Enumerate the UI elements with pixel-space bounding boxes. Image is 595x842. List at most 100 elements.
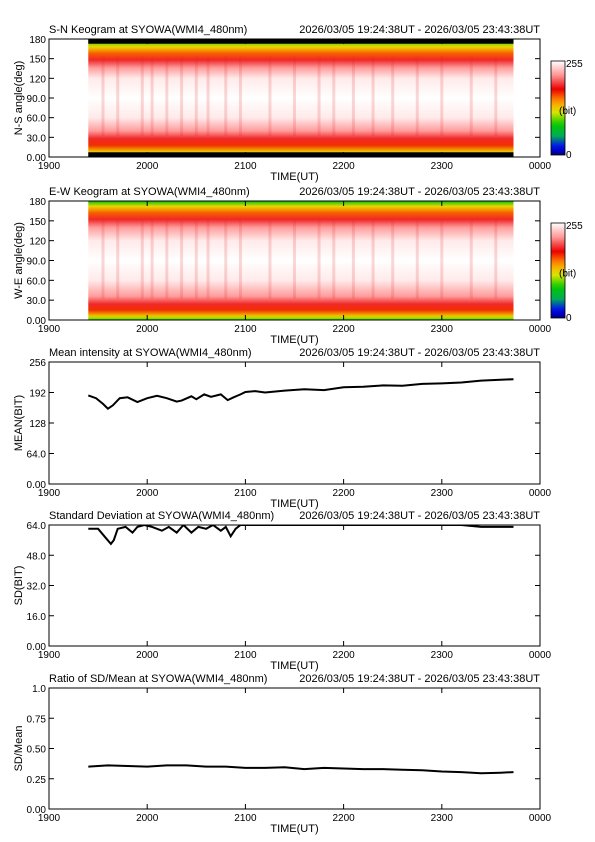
x-tick-label: 1900 xyxy=(38,324,61,335)
panel-title: Mean intensity at SYOWA(WMI4_480nm) xyxy=(49,347,252,359)
panel-2: E-W Keogram at SYOWA(WMI4_480nm) 2026/03/… xyxy=(13,186,583,346)
panel-title: Ratio of SD/Mean at SYOWA(WMI4_480nm) xyxy=(49,673,267,685)
x-axis-label: TIME(UT) xyxy=(270,334,318,346)
y-axis-label: SD(BIT) xyxy=(13,566,25,606)
x-tick-label: 2000 xyxy=(136,161,159,172)
y-tick-label: 60.0 xyxy=(27,114,47,125)
y-axis-label: SD/Mean xyxy=(13,726,25,772)
y-tick-label: 0.00 xyxy=(27,480,47,491)
x-tick-label: 2300 xyxy=(431,161,454,172)
x-tick-label: 0000 xyxy=(529,650,552,661)
panel-5: Ratio of SD/Mean at SYOWA(WMI4_480nm) 202… xyxy=(13,673,552,835)
y-tick-label: 60.0 xyxy=(27,276,47,287)
y-tick-label: 128 xyxy=(29,419,46,430)
y-tick-label: 0.00 xyxy=(27,316,47,327)
y-tick-label: 30.0 xyxy=(27,133,47,144)
y-tick-label: 180 xyxy=(29,35,46,46)
colorbar xyxy=(550,222,566,319)
colorbar-unit-label: (bit) xyxy=(559,106,576,117)
colorbar xyxy=(550,60,566,156)
x-tick-label: 2200 xyxy=(332,813,355,824)
x-tick-label: 1900 xyxy=(38,488,61,499)
series-line xyxy=(88,764,514,775)
x-tick-label: 2000 xyxy=(136,650,159,661)
x-tick-label: 2000 xyxy=(136,813,159,824)
keogram-image xyxy=(88,201,514,320)
panel-1: S-N Keogram at SYOWA(WMI4_480nm) 2026/03/… xyxy=(13,24,583,183)
x-tick-label: 0000 xyxy=(529,488,552,499)
x-axis-label: TIME(UT) xyxy=(270,498,318,510)
y-tick-label: 150 xyxy=(29,55,46,66)
x-tick-label: 2300 xyxy=(431,488,454,499)
x-tick-label: 0000 xyxy=(529,813,552,824)
x-tick-label: 2200 xyxy=(332,324,355,335)
x-tick-label: 2100 xyxy=(234,650,257,661)
plot-frame xyxy=(48,687,541,810)
y-tick-label: 0.00 xyxy=(27,642,47,653)
y-tick-label: 48.0 xyxy=(27,551,47,562)
y-tick-label: 180 xyxy=(29,197,46,208)
x-tick-label: 2000 xyxy=(136,324,159,335)
keogram-mask-top xyxy=(88,39,514,44)
series-line xyxy=(88,525,514,546)
y-tick-label: 1.0 xyxy=(32,684,46,695)
panel-time-range: 2026/03/05 19:24:38UT - 2026/03/05 23:43… xyxy=(299,510,540,522)
colorbar-min-label: 0 xyxy=(566,150,572,161)
x-tick-label: 2000 xyxy=(136,488,159,499)
x-tick-label: 2100 xyxy=(234,161,257,172)
x-axis-label: TIME(UT) xyxy=(270,660,318,672)
panel-time-range: 2026/03/05 19:24:38UT - 2026/03/05 23:43… xyxy=(299,347,540,359)
y-tick-label: 64.0 xyxy=(27,450,47,461)
y-tick-label: 0.00 xyxy=(27,805,47,816)
x-tick-label: 2200 xyxy=(332,488,355,499)
y-axis-label: N-S angle(deg) xyxy=(13,61,25,136)
panel-title: E-W Keogram at SYOWA(WMI4_480nm) xyxy=(49,186,250,198)
y-tick-label: 150 xyxy=(29,217,46,228)
y-tick-label: 0.25 xyxy=(27,775,47,786)
y-tick-label: 0.00 xyxy=(27,153,47,164)
colorbar-min-label: 0 xyxy=(566,313,572,324)
panel-time-range: 2026/03/05 19:24:38UT - 2026/03/05 23:43… xyxy=(299,24,540,36)
y-tick-label: 30.0 xyxy=(27,296,47,307)
panel-title: Standard Deviation at SYOWA(WMI4_480nm) xyxy=(49,510,274,522)
y-tick-label: 90.0 xyxy=(27,257,47,268)
y-tick-label: 32.0 xyxy=(27,582,47,593)
x-tick-label: 2300 xyxy=(431,324,454,335)
y-tick-label: 0.75 xyxy=(27,714,47,725)
x-axis-label: TIME(UT) xyxy=(270,171,318,183)
y-axis-label: W-E angle(deg) xyxy=(13,222,25,299)
panel-3: Mean intensity at SYOWA(WMI4_480nm) 2026/… xyxy=(13,347,552,510)
colorbar-max-label: 255 xyxy=(566,221,583,232)
panel-title: S-N Keogram at SYOWA(WMI4_480nm) xyxy=(49,24,247,36)
y-tick-label: 0.50 xyxy=(27,745,47,756)
y-tick-label: 192 xyxy=(29,389,46,400)
panel-time-range: 2026/03/05 19:24:38UT - 2026/03/05 23:43… xyxy=(299,186,540,198)
y-tick-label: 64.0 xyxy=(27,521,47,532)
colorbar-unit-label: (bit) xyxy=(559,269,576,280)
y-tick-label: 120 xyxy=(29,237,46,248)
y-tick-label: 90.0 xyxy=(27,94,47,105)
x-tick-label: 1900 xyxy=(38,650,61,661)
plot-frame xyxy=(48,361,541,485)
y-tick-label: 16.0 xyxy=(27,612,47,623)
x-tick-label: 1900 xyxy=(38,813,61,824)
x-tick-label: 2100 xyxy=(234,488,257,499)
y-tick-label: 256 xyxy=(29,358,46,369)
keogram-mask-bottom xyxy=(88,152,514,157)
colorbar-max-label: 255 xyxy=(566,59,583,70)
panel-4: Standard Deviation at SYOWA(WMI4_480nm) 2… xyxy=(13,510,552,672)
x-tick-label: 2100 xyxy=(234,813,257,824)
x-tick-label: 2200 xyxy=(332,650,355,661)
y-tick-label: 120 xyxy=(29,74,46,85)
x-tick-label: 2300 xyxy=(431,813,454,824)
x-tick-label: 0000 xyxy=(529,161,552,172)
x-tick-label: 2200 xyxy=(332,161,355,172)
x-tick-label: 0000 xyxy=(529,324,552,335)
x-tick-label: 2300 xyxy=(431,650,454,661)
panel-time-range: 2026/03/05 19:24:38UT - 2026/03/05 23:43… xyxy=(299,673,540,685)
x-tick-label: 2100 xyxy=(234,324,257,335)
plot-frame xyxy=(48,524,541,647)
series-line xyxy=(87,378,514,410)
x-axis-label: TIME(UT) xyxy=(270,823,318,835)
